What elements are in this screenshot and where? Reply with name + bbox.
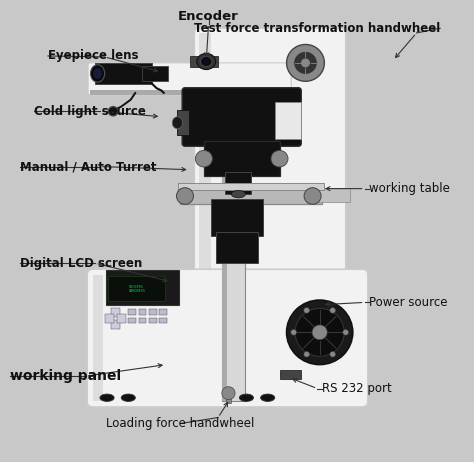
- Bar: [199, 33, 211, 401]
- Ellipse shape: [261, 394, 275, 401]
- Ellipse shape: [197, 54, 216, 70]
- Bar: [159, 317, 167, 323]
- Text: working panel: working panel: [10, 369, 121, 383]
- Text: Power source: Power source: [369, 296, 448, 309]
- Bar: [95, 63, 152, 84]
- Bar: [93, 275, 103, 401]
- Circle shape: [287, 44, 324, 81]
- Ellipse shape: [100, 394, 114, 401]
- Bar: [216, 232, 258, 263]
- Bar: [222, 171, 227, 401]
- Circle shape: [195, 151, 212, 167]
- Bar: [225, 172, 251, 194]
- FancyBboxPatch shape: [87, 269, 368, 407]
- Circle shape: [301, 58, 310, 67]
- Bar: [180, 186, 322, 204]
- Bar: [105, 314, 114, 322]
- Circle shape: [291, 329, 297, 335]
- Bar: [149, 317, 156, 323]
- Circle shape: [287, 300, 353, 365]
- FancyBboxPatch shape: [182, 88, 301, 146]
- FancyBboxPatch shape: [88, 63, 292, 95]
- Ellipse shape: [260, 400, 275, 405]
- Circle shape: [222, 387, 235, 400]
- Bar: [109, 276, 165, 302]
- Text: Eyepiece lens: Eyepiece lens: [48, 49, 138, 62]
- Circle shape: [176, 188, 193, 204]
- Bar: [139, 309, 146, 315]
- Circle shape: [304, 188, 321, 204]
- Circle shape: [312, 325, 327, 340]
- Bar: [226, 391, 231, 403]
- Bar: [275, 102, 301, 139]
- Bar: [143, 66, 168, 81]
- Bar: [222, 171, 246, 401]
- Bar: [118, 314, 126, 322]
- Bar: [128, 309, 136, 315]
- Bar: [178, 183, 324, 189]
- Circle shape: [330, 308, 336, 313]
- Ellipse shape: [172, 117, 182, 129]
- Ellipse shape: [121, 400, 136, 405]
- Text: Cold light source: Cold light source: [34, 105, 146, 118]
- Text: Loading force handwheel: Loading force handwheel: [106, 417, 255, 430]
- Bar: [317, 188, 350, 202]
- Bar: [128, 317, 136, 323]
- Circle shape: [330, 352, 336, 357]
- Bar: [111, 320, 120, 328]
- Ellipse shape: [201, 56, 212, 67]
- Bar: [211, 199, 263, 236]
- Bar: [190, 56, 218, 67]
- Bar: [159, 309, 167, 315]
- Ellipse shape: [100, 400, 115, 405]
- Text: VICKERS
HARDNESS: VICKERS HARDNESS: [128, 285, 146, 293]
- Circle shape: [295, 308, 344, 356]
- Text: RS 232 port: RS 232 port: [322, 382, 392, 395]
- Ellipse shape: [231, 190, 246, 198]
- Circle shape: [343, 329, 348, 335]
- Bar: [106, 270, 179, 305]
- FancyBboxPatch shape: [194, 28, 346, 406]
- Bar: [91, 90, 289, 95]
- Circle shape: [304, 308, 310, 313]
- Bar: [139, 317, 146, 323]
- Text: working table: working table: [369, 182, 450, 195]
- Text: Manual / Auto Turret: Manual / Auto Turret: [19, 160, 156, 173]
- Bar: [204, 141, 280, 176]
- Bar: [280, 370, 301, 379]
- Text: Digital LCD screen: Digital LCD screen: [19, 257, 142, 270]
- Text: Encoder: Encoder: [178, 10, 239, 23]
- Circle shape: [294, 51, 317, 74]
- Text: Test force transformation handwheel: Test force transformation handwheel: [194, 22, 440, 35]
- Ellipse shape: [93, 68, 102, 79]
- Bar: [111, 308, 120, 316]
- Bar: [149, 309, 156, 315]
- Bar: [177, 110, 189, 135]
- Circle shape: [109, 107, 118, 116]
- Circle shape: [271, 151, 288, 167]
- Ellipse shape: [121, 394, 136, 401]
- Circle shape: [304, 352, 310, 357]
- Ellipse shape: [239, 394, 254, 401]
- Ellipse shape: [91, 65, 105, 82]
- Ellipse shape: [239, 400, 254, 405]
